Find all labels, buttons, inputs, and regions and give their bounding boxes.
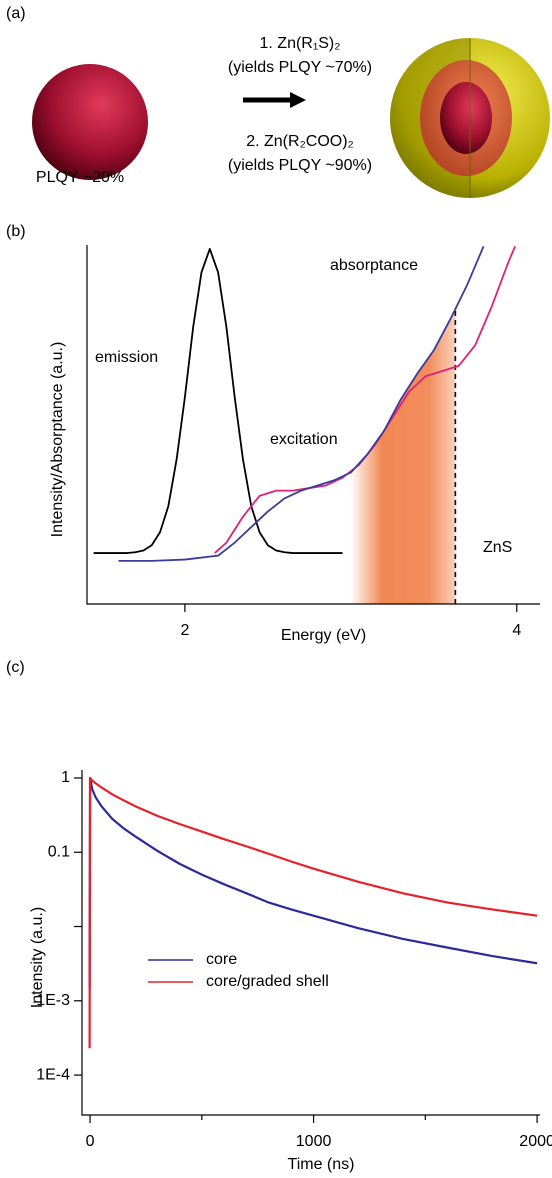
x-tick-label: 2000 xyxy=(519,1133,552,1150)
core-sphere xyxy=(32,64,148,180)
annotation: absorptance xyxy=(330,257,418,274)
axes xyxy=(86,245,540,605)
x-tick-label: 0 xyxy=(86,1133,95,1150)
result: (yields PLQY ~70%) xyxy=(228,59,372,76)
series-line xyxy=(88,776,538,1049)
series-line xyxy=(118,245,485,562)
series-line xyxy=(88,776,538,988)
panel-label: (b) xyxy=(6,223,26,240)
x-axis-label: Time (ns) xyxy=(288,1156,355,1173)
panel-label: (c) xyxy=(6,659,25,676)
y-axis-label: Intensity/Absorptance (a.u.) xyxy=(49,342,66,538)
reagent: 2. Zn(R₂COO)₂ xyxy=(246,133,354,150)
y-tick-label: 1E-3 xyxy=(36,992,70,1009)
series-line xyxy=(93,248,343,554)
axes xyxy=(81,770,540,1116)
core-label: PLQY ~20% xyxy=(36,169,124,186)
shaded-region xyxy=(350,308,456,604)
result: (yields PLQY ~90%) xyxy=(228,157,372,174)
y-axis-label: Intensity (a.u.) xyxy=(29,907,46,1008)
y-tick-label: 0.1 xyxy=(48,843,70,860)
shell-sphere xyxy=(390,38,550,198)
y-tick-label: 1E-4 xyxy=(36,1066,70,1083)
legend-label: core/graded shell xyxy=(206,973,329,990)
annotation: emission xyxy=(95,349,158,366)
panel-label: (a) xyxy=(6,5,26,22)
x-tick-label: 4 xyxy=(512,622,521,639)
x-axis-label: Energy (eV) xyxy=(281,627,366,644)
legend-label: core xyxy=(206,951,237,968)
y-tick-label: 1 xyxy=(61,769,70,786)
reagent: 1. Zn(R₁S)₂ xyxy=(260,35,341,52)
annotation: ZnS xyxy=(483,539,512,556)
x-tick-label: 2 xyxy=(180,622,189,639)
annotation: excitation xyxy=(270,431,338,448)
x-tick-label: 1000 xyxy=(296,1133,332,1150)
arrow xyxy=(243,92,306,108)
